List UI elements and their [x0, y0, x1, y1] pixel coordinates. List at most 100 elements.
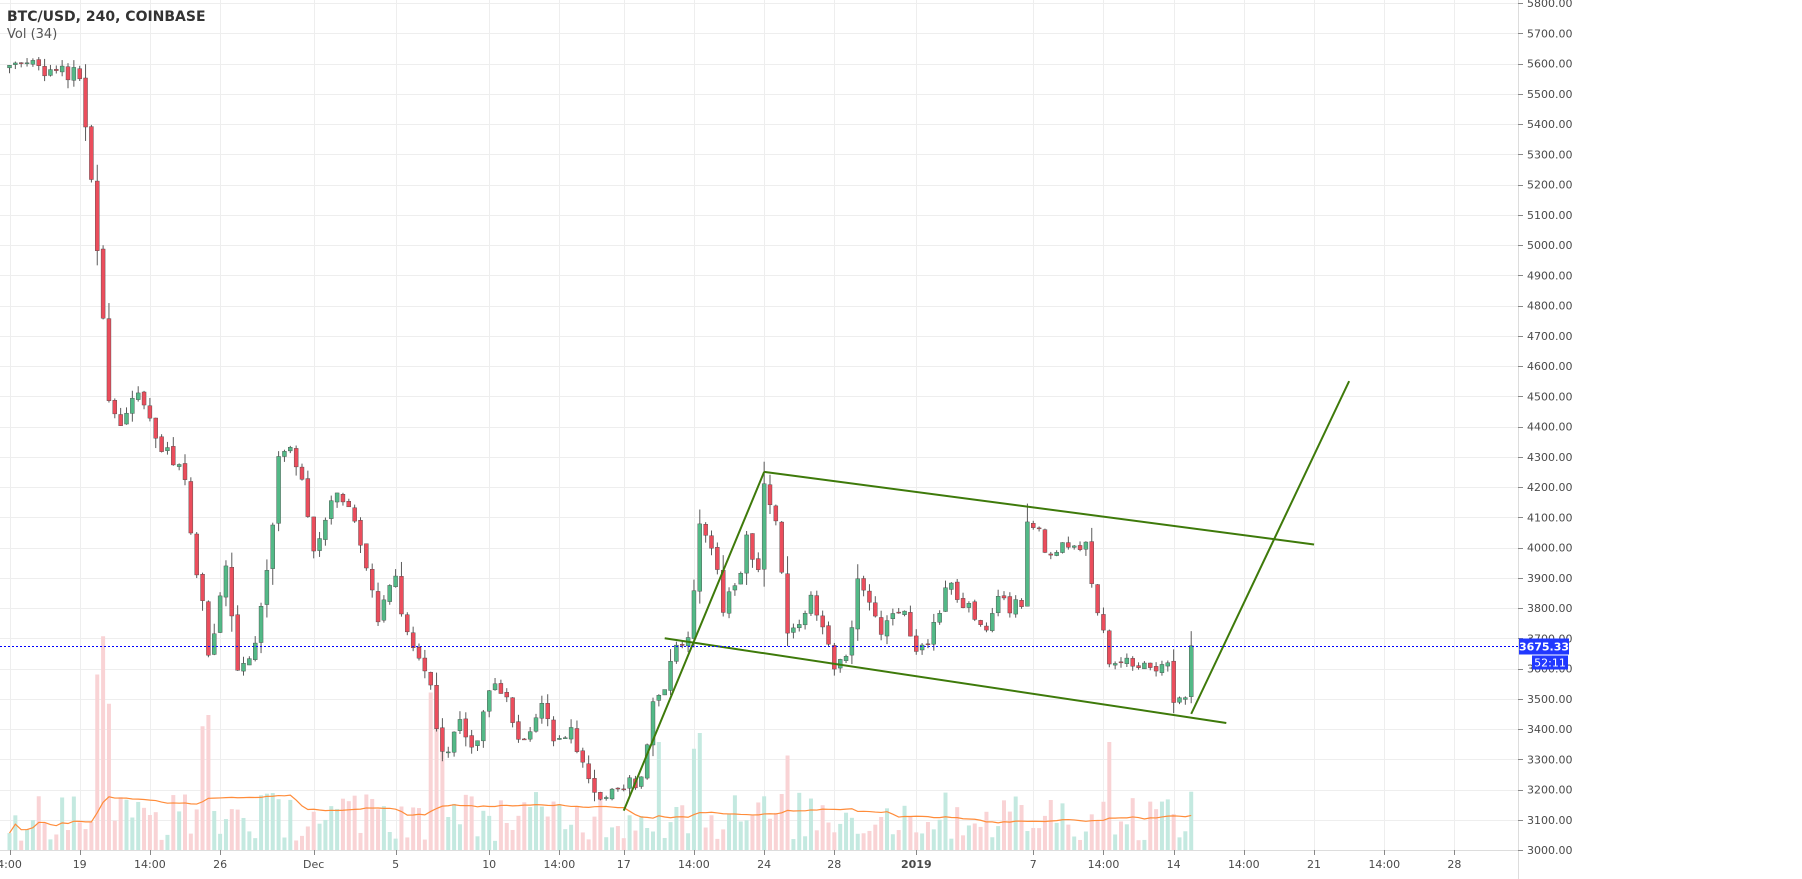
- candle-body: [703, 524, 708, 536]
- candle: [785, 556, 790, 647]
- volume-bar: [376, 809, 381, 850]
- candle-body: [715, 547, 720, 570]
- candle-body: [487, 690, 492, 712]
- candle: [299, 463, 305, 481]
- trendlines[interactable]: [622, 380, 1351, 812]
- countdown-label: 52:11: [1534, 657, 1566, 670]
- candle: [410, 626, 416, 652]
- candle-body: [966, 603, 972, 608]
- candle: [176, 463, 182, 471]
- volume-bar: [890, 834, 895, 850]
- candle: [738, 571, 743, 585]
- countdown-bg: [1532, 655, 1568, 670]
- candle: [925, 639, 931, 649]
- time-axis[interactable]: 4:00 19 14:00 26 Dec 5 10 14:00 17 14:00 24 28 2019 7…: [0, 850, 1518, 871]
- volume-bar: [446, 817, 451, 850]
- candle: [510, 697, 515, 728]
- candle: [580, 747, 585, 768]
- candle-body: [223, 565, 229, 598]
- candle: [364, 543, 369, 571]
- volume-bar: [610, 827, 615, 850]
- candle-body: [264, 570, 270, 605]
- candle-body: [732, 585, 738, 591]
- candle-body: [691, 590, 697, 639]
- candle-body: [141, 391, 147, 406]
- volume-bar: [1007, 811, 1012, 850]
- trendline[interactable]: [764, 470, 1315, 546]
- trendline[interactable]: [664, 637, 1227, 724]
- candle: [1066, 536, 1071, 550]
- candle-body: [387, 585, 392, 602]
- candle: [1083, 541, 1089, 556]
- candle: [475, 740, 480, 752]
- candle: [434, 672, 439, 732]
- candle-body: [469, 735, 474, 748]
- volume-bar: [288, 799, 293, 850]
- candle: [826, 621, 831, 646]
- candle: [492, 678, 498, 691]
- candle-body: [650, 701, 656, 746]
- volume-bar: [557, 804, 562, 850]
- volume-bar: [165, 834, 170, 850]
- volume-bar: [1048, 800, 1053, 850]
- volume-bar: [633, 830, 638, 850]
- volume-bar: [481, 810, 486, 850]
- time-tick-label: 14:00: [544, 858, 576, 871]
- volume-bar: [25, 829, 30, 850]
- price-tick-label: 4500.00: [1527, 390, 1573, 403]
- candle-body: [258, 606, 264, 643]
- trendline[interactable]: [1190, 380, 1351, 715]
- volume-bar: [686, 833, 691, 850]
- candle-body: [13, 62, 18, 65]
- candle: [522, 738, 527, 741]
- candle: [1060, 542, 1065, 554]
- candle: [773, 504, 779, 526]
- candle: [118, 407, 123, 426]
- candle-body: [826, 625, 831, 645]
- candle: [568, 719, 574, 744]
- candle-body: [896, 611, 901, 614]
- candle-body: [697, 523, 702, 592]
- candle-body: [288, 447, 293, 452]
- volume-bar: [493, 840, 498, 850]
- symbol-title[interactable]: BTC/USD, 240, COINBASE: [7, 9, 206, 25]
- time-tick-label: 17: [617, 858, 631, 871]
- volume-bar: [1159, 801, 1164, 850]
- volume-bar: [387, 831, 392, 850]
- volume-bar: [943, 792, 948, 850]
- candle-body: [1130, 658, 1135, 667]
- trendline[interactable]: [622, 471, 766, 812]
- volume-bar: [1025, 831, 1030, 850]
- candle-body: [475, 740, 480, 746]
- candle-body: [346, 501, 351, 508]
- candle-body: [978, 620, 983, 625]
- volume-indicator-label[interactable]: Vol (34): [7, 27, 58, 42]
- candle: [937, 610, 942, 625]
- candle-body: [761, 483, 767, 570]
- candle-body: [206, 601, 211, 656]
- volume-bar: [820, 805, 825, 850]
- candle-body: [1101, 614, 1106, 631]
- price-axis[interactable]: 5800.00 5700.00 5600.00 5500.00 5400.00 5300.…: [1518, 0, 1573, 879]
- volume-bar: [183, 794, 187, 850]
- candle-body: [527, 731, 533, 740]
- candle-body: [252, 642, 258, 660]
- candle: [539, 695, 545, 724]
- volume-bar: [276, 799, 281, 850]
- candle-body: [539, 703, 545, 719]
- time-tick-label: 7: [1030, 858, 1037, 871]
- candle: [650, 697, 656, 757]
- candle: [896, 607, 901, 614]
- volume-bar: [253, 838, 258, 850]
- price-tick-label: 5000.00: [1527, 239, 1573, 252]
- candle-body: [1025, 521, 1030, 607]
- candle-body: [147, 405, 153, 419]
- volume-bar: [1113, 834, 1118, 850]
- candle: [621, 784, 626, 792]
- candle: [715, 542, 720, 575]
- candle-body: [832, 645, 837, 670]
- candle-body: [773, 505, 779, 522]
- volume-bar: [1072, 836, 1077, 850]
